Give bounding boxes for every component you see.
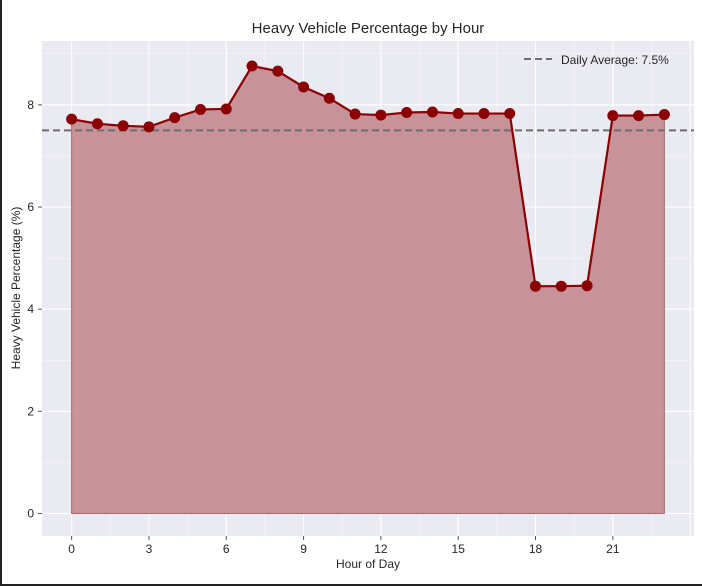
y-tick-label: 6: [27, 200, 34, 214]
data-point: [607, 110, 619, 122]
y-axis-label: Heavy Vehicle Percentage (%): [9, 207, 23, 370]
data-point: [323, 92, 335, 104]
data-point: [452, 108, 464, 120]
data-point: [272, 65, 284, 77]
data-point: [169, 112, 181, 124]
data-point: [349, 108, 361, 120]
data-point: [117, 120, 129, 132]
data-point: [581, 280, 593, 292]
data-point: [658, 109, 670, 121]
data-point: [401, 107, 413, 119]
x-tick-label: 15: [452, 542, 466, 556]
x-axis-ticks: 0 3 6 9 12 15 18 21: [68, 536, 620, 556]
data-point: [194, 103, 206, 115]
x-tick-label: 18: [529, 542, 543, 556]
x-tick-label: 0: [68, 542, 75, 556]
chart-title: Heavy Vehicle Percentage by Hour: [252, 20, 485, 37]
data-point: [530, 280, 542, 292]
y-tick-label: 0: [27, 507, 34, 521]
data-point: [246, 60, 258, 72]
data-points: [66, 60, 670, 292]
data-point: [91, 118, 103, 130]
x-tick-label: 21: [606, 542, 620, 556]
y-tick-label: 8: [27, 98, 34, 112]
legend: Daily Average: 7.5%: [524, 53, 669, 67]
data-point: [220, 103, 232, 115]
y-axis-ticks: 0 2 4 6 8: [27, 98, 42, 521]
data-point: [633, 110, 645, 122]
y-tick-label: 4: [27, 302, 34, 316]
x-tick-label: 6: [223, 542, 230, 556]
data-point: [66, 113, 78, 125]
data-point: [375, 109, 387, 121]
x-axis-label: Hour of Day: [336, 557, 400, 571]
legend-label-daily-average: Daily Average: 7.5%: [561, 53, 669, 67]
data-point: [143, 121, 155, 133]
x-tick-label: 12: [374, 542, 388, 556]
data-point: [504, 108, 516, 120]
data-point: [426, 106, 438, 118]
data-point: [298, 81, 310, 93]
x-tick-label: 3: [146, 542, 153, 556]
y-tick-label: 2: [27, 404, 34, 418]
data-point: [555, 280, 567, 292]
x-tick-label: 9: [300, 542, 307, 556]
data-point: [478, 108, 490, 120]
